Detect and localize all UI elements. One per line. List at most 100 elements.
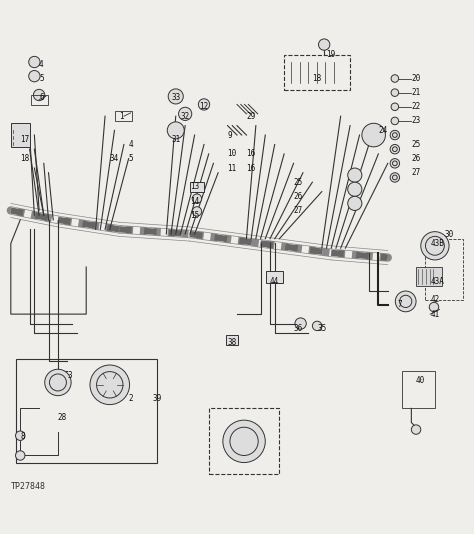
Text: 9: 9: [228, 130, 232, 139]
Text: 14: 14: [190, 197, 199, 206]
Circle shape: [90, 365, 129, 405]
Circle shape: [29, 70, 40, 82]
Circle shape: [179, 107, 192, 121]
Circle shape: [390, 130, 400, 140]
Bar: [31, 95, 47, 105]
Text: 11: 11: [228, 163, 237, 172]
Bar: [116, 111, 132, 121]
Text: 16: 16: [246, 150, 255, 159]
Circle shape: [348, 182, 362, 197]
Text: 3: 3: [67, 371, 72, 380]
Text: 34: 34: [110, 154, 119, 163]
Text: 43B: 43B: [430, 239, 444, 248]
Text: 43A: 43A: [430, 277, 444, 286]
Circle shape: [392, 175, 397, 180]
Bar: [284, 55, 350, 90]
Text: 33: 33: [171, 93, 180, 102]
Text: 36: 36: [293, 324, 303, 333]
Text: 27: 27: [293, 206, 303, 215]
Text: 6: 6: [39, 93, 44, 102]
Circle shape: [198, 99, 210, 110]
Text: 29: 29: [246, 112, 255, 121]
Circle shape: [45, 369, 71, 396]
Bar: [16, 359, 157, 462]
Circle shape: [348, 197, 362, 210]
Text: 1: 1: [119, 112, 124, 121]
Text: 19: 19: [327, 50, 336, 59]
Circle shape: [391, 117, 399, 125]
Circle shape: [429, 302, 438, 312]
Text: 32: 32: [181, 112, 190, 121]
Bar: [190, 182, 204, 192]
Circle shape: [390, 145, 400, 154]
Circle shape: [390, 173, 400, 182]
Text: 21: 21: [411, 88, 420, 97]
Circle shape: [49, 374, 66, 391]
Text: 10: 10: [228, 150, 237, 159]
Text: 15: 15: [190, 211, 199, 219]
Text: 4: 4: [128, 140, 133, 149]
Text: 23: 23: [411, 116, 420, 125]
Circle shape: [16, 431, 25, 441]
Circle shape: [29, 57, 40, 68]
Text: 17: 17: [20, 135, 29, 144]
Bar: [227, 335, 238, 345]
Bar: [402, 371, 435, 409]
Circle shape: [421, 232, 449, 260]
Circle shape: [391, 103, 399, 111]
Text: 31: 31: [171, 135, 180, 144]
Bar: [209, 409, 279, 474]
Circle shape: [223, 420, 265, 462]
Circle shape: [34, 89, 45, 100]
Bar: [11, 123, 30, 147]
Bar: [416, 267, 442, 286]
Bar: [426, 239, 463, 300]
Circle shape: [391, 89, 399, 97]
Text: 4: 4: [39, 60, 44, 69]
Circle shape: [168, 89, 183, 104]
Text: 25: 25: [411, 140, 420, 149]
Text: 38: 38: [228, 338, 237, 347]
Circle shape: [391, 75, 399, 82]
Circle shape: [392, 161, 397, 166]
Text: 12: 12: [199, 103, 209, 111]
Circle shape: [400, 295, 412, 308]
Text: 30: 30: [444, 230, 454, 239]
Circle shape: [395, 291, 416, 312]
Text: 26: 26: [293, 192, 303, 201]
Circle shape: [392, 147, 397, 152]
Text: 16: 16: [246, 163, 255, 172]
Text: 39: 39: [152, 395, 162, 404]
Circle shape: [392, 133, 397, 137]
Text: 41: 41: [430, 310, 439, 319]
Text: 5: 5: [39, 74, 44, 83]
Text: TP27848: TP27848: [11, 482, 46, 491]
Text: 42: 42: [430, 295, 439, 304]
Circle shape: [362, 123, 385, 147]
Text: 40: 40: [416, 375, 425, 384]
Circle shape: [426, 237, 444, 255]
Text: 22: 22: [411, 103, 420, 111]
Text: 5: 5: [128, 154, 133, 163]
Text: 2: 2: [128, 395, 133, 404]
Circle shape: [230, 427, 258, 456]
Circle shape: [295, 318, 306, 329]
Text: 35: 35: [317, 324, 327, 333]
Circle shape: [192, 207, 201, 216]
Text: 18: 18: [20, 154, 29, 163]
Circle shape: [348, 168, 362, 182]
Text: 20: 20: [411, 74, 420, 83]
Circle shape: [312, 321, 322, 331]
Text: 28: 28: [58, 413, 67, 422]
Text: 44: 44: [270, 277, 279, 286]
Circle shape: [192, 194, 201, 203]
Bar: [266, 271, 283, 283]
Circle shape: [97, 372, 123, 398]
Circle shape: [411, 425, 421, 434]
Text: 13: 13: [190, 183, 199, 191]
Circle shape: [319, 39, 330, 50]
Circle shape: [16, 451, 25, 460]
Text: 8: 8: [20, 432, 25, 441]
Text: 25: 25: [293, 178, 303, 187]
Circle shape: [167, 122, 184, 139]
